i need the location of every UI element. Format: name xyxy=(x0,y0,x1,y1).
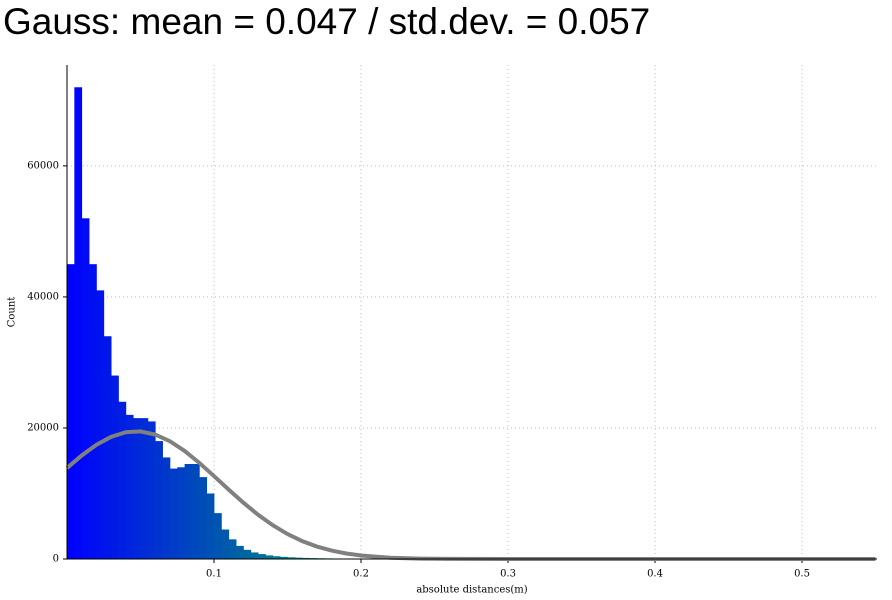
bar xyxy=(258,554,266,559)
bar xyxy=(287,557,296,559)
x-axis-label: absolute distances(m) xyxy=(416,585,527,596)
x-tick-label: 0.3 xyxy=(500,569,516,580)
bar xyxy=(265,555,274,559)
bar xyxy=(133,418,141,559)
bar xyxy=(74,87,83,559)
bar xyxy=(177,467,186,559)
y-tick-label: 60000 xyxy=(27,160,59,171)
bar xyxy=(199,477,208,559)
bar xyxy=(67,264,75,559)
bar xyxy=(140,418,149,559)
bar xyxy=(228,539,237,559)
bar xyxy=(125,414,134,559)
x-tick-label: 0.4 xyxy=(647,569,663,580)
bar xyxy=(236,545,244,559)
bar xyxy=(155,441,163,559)
bar xyxy=(89,264,97,559)
bar xyxy=(221,529,230,559)
bar xyxy=(191,464,200,559)
y-tick-label: 0 xyxy=(53,554,59,565)
bar xyxy=(81,218,90,559)
bar xyxy=(250,552,259,559)
bar xyxy=(118,401,127,559)
bar xyxy=(206,493,215,559)
bar xyxy=(169,468,178,559)
y-axis-label: Count xyxy=(7,297,18,328)
bar xyxy=(280,556,288,559)
bar xyxy=(184,464,193,559)
bar xyxy=(272,556,281,559)
x-tick-label: 0.2 xyxy=(353,569,369,580)
bar xyxy=(302,557,310,559)
bar xyxy=(96,290,105,559)
bar xyxy=(243,549,252,559)
bar xyxy=(162,457,171,559)
bar xyxy=(147,421,156,559)
y-tick-label: 40000 xyxy=(27,291,59,302)
bar xyxy=(294,557,303,559)
x-tick-label: 0.5 xyxy=(794,569,810,580)
bar xyxy=(214,513,222,559)
bar xyxy=(103,336,112,559)
y-tick-label: 20000 xyxy=(27,422,59,433)
x-tick-label: 0.1 xyxy=(206,569,222,580)
bar xyxy=(111,375,119,559)
chart-title: Gauss: mean = 0.047 / std.dev. = 0.057 xyxy=(3,1,650,42)
